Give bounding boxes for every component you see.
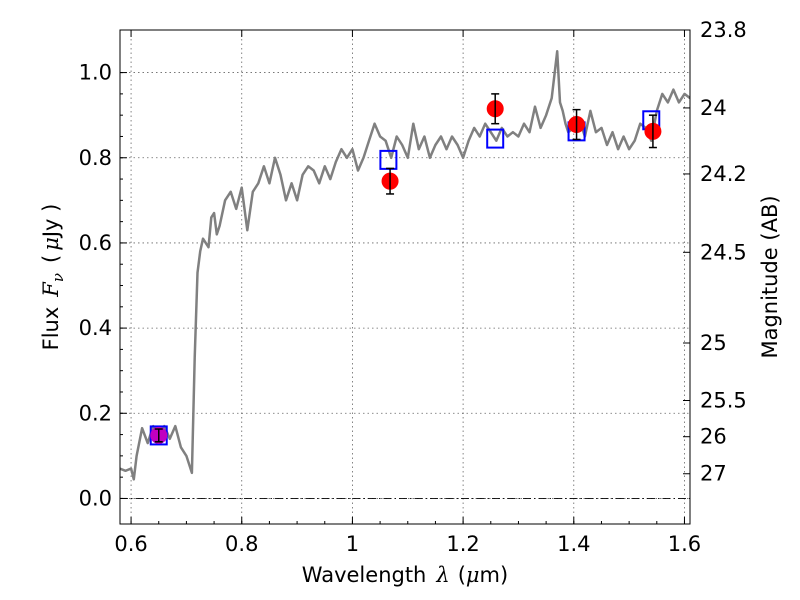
x-tick-label: 1.6 [668, 532, 701, 556]
y2-tick-label: 26 [700, 425, 727, 449]
y-tick-label: 0.6 [79, 231, 112, 255]
y-tick-label: 1.0 [79, 61, 112, 85]
x-tick-label: 0.6 [114, 532, 147, 556]
series-layer [120, 50, 690, 481]
y2-tick-label: 27 [700, 462, 727, 486]
spectrum-line [120, 50, 690, 481]
y-tick-label: 0.0 [79, 486, 112, 510]
axis-ticks: 0.6 0.8 1 1.2 1.4 1.6 0.0 0.2 0.4 0.6 0.8 1.0 23.8 24… [79, 18, 747, 556]
y2-tick-label: 24.5 [700, 240, 747, 264]
y-tick-label: 0.2 [79, 401, 112, 425]
plot-frame [119, 29, 691, 525]
x-tick-label: 1.2 [446, 532, 479, 556]
y-tick-label: 0.4 [79, 316, 112, 340]
y2-tick-label: 23.8 [700, 18, 747, 42]
x-axis-title: Wavelength λ (μm) [302, 563, 508, 587]
synthetic-photometry-square [379, 149, 398, 170]
x-tick-label: 1.4 [557, 532, 590, 556]
y2-tick-label: 25 [700, 331, 727, 355]
grid-lines [120, 30, 690, 524]
y2-tick-label: 24.2 [700, 162, 747, 186]
y-axis-title: FluxFν(μJy ) [39, 204, 67, 351]
y2-tick-label: 24 [700, 96, 727, 120]
y-tick-label: 0.8 [79, 146, 112, 170]
synthetic-photometry-square [486, 128, 505, 149]
x-tick-label: 0.8 [225, 532, 258, 556]
y2-axis-title: Magnitude (AB) [758, 195, 782, 358]
y2-tick-label: 25.5 [700, 389, 747, 413]
x-tick-label: 1 [346, 532, 359, 556]
